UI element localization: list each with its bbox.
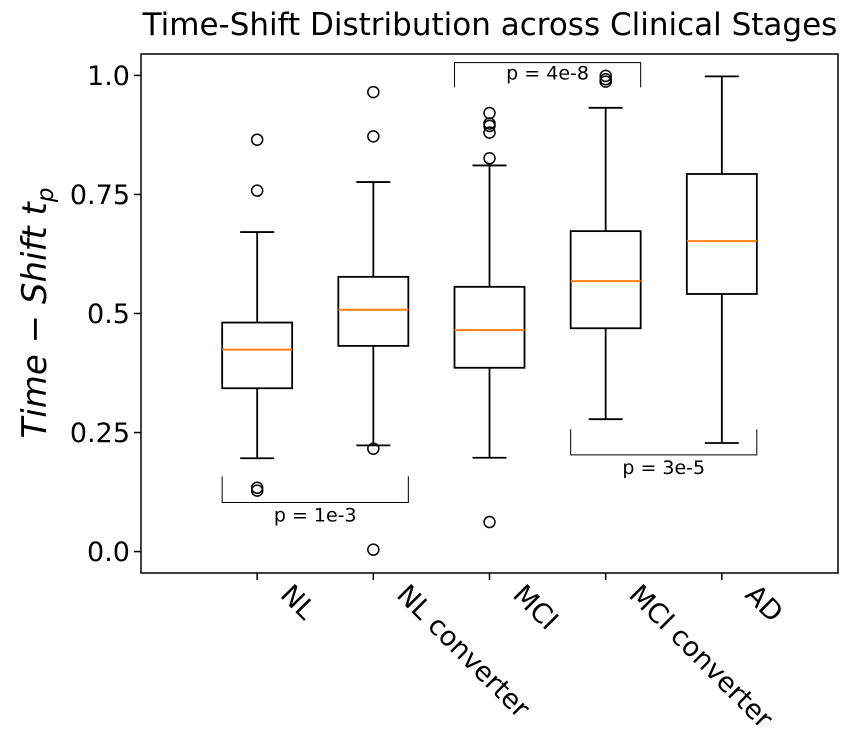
box-nl-converter xyxy=(337,85,410,556)
y-tick-label: 1.0 xyxy=(87,61,130,92)
outlier-point xyxy=(250,184,264,197)
significance-bracket xyxy=(570,429,758,456)
box-mci-converter xyxy=(569,69,642,421)
y-axis-label-main: Time − Shift t xyxy=(15,200,55,438)
y-axis-label-subscript: p xyxy=(33,188,59,204)
box-nl xyxy=(221,133,294,497)
outlier-point xyxy=(367,130,380,143)
outlier-point xyxy=(483,106,496,120)
iqr-box xyxy=(337,275,410,347)
y-tick-label: 0.0 xyxy=(87,537,130,568)
x-tick-label: AD xyxy=(739,579,789,629)
outlier-point xyxy=(599,69,612,83)
plot-frame xyxy=(140,53,839,574)
y-tick-label: 0.25 xyxy=(70,418,130,449)
p-value-label: p = 3e-5 xyxy=(622,457,705,479)
outlier-point xyxy=(367,543,380,556)
outlier-point xyxy=(367,442,380,455)
outlier-point xyxy=(250,133,264,146)
significance-bracket xyxy=(221,476,409,504)
outlier-point xyxy=(483,152,496,165)
y-axis-label: Time − Shift tp xyxy=(15,188,59,439)
box-ad xyxy=(685,75,758,444)
outlier-point xyxy=(483,515,496,529)
p-value-label: p = 4e-8 xyxy=(506,63,589,85)
outlier-point xyxy=(250,484,264,497)
y-tick-label: 0.5 xyxy=(87,299,130,330)
chart-title: Time-Shift Distribution across Clinical … xyxy=(142,7,838,43)
box-mci xyxy=(453,106,526,529)
outlier-point xyxy=(483,126,496,139)
outlier-point xyxy=(599,75,612,88)
p-value-label: p = 1e-3 xyxy=(274,505,357,527)
outlier-point xyxy=(367,85,380,99)
iqr-box xyxy=(453,285,526,369)
x-tick-label: MCI xyxy=(507,579,564,636)
iqr-box xyxy=(685,173,758,295)
iqr-box xyxy=(221,321,294,390)
significance-bracket xyxy=(454,62,642,88)
iqr-box xyxy=(569,230,642,330)
y-tick-label: 0.75 xyxy=(70,180,130,211)
outlier-point xyxy=(483,119,496,133)
x-tick-label: NL xyxy=(274,579,321,626)
